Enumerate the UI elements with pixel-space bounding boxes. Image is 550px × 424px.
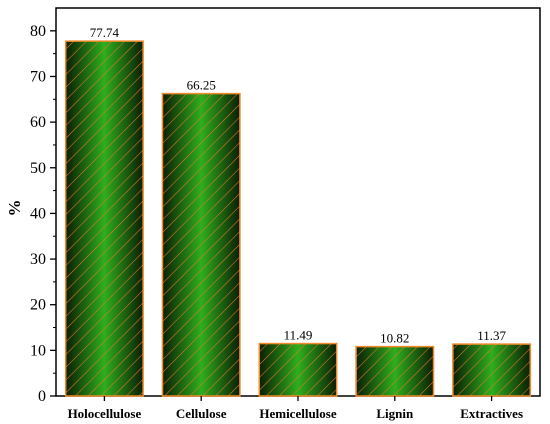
bar-hatch-extractives	[452, 343, 532, 397]
y-tick-label-20: 20	[30, 297, 46, 314]
x-tick-label-lignin: Lignin	[376, 406, 414, 421]
y-tick-label-80: 80	[30, 23, 46, 40]
data-label-holocellulose: 77.74	[90, 25, 120, 40]
bar-hatch-holocellulose	[64, 40, 144, 397]
x-tick-label-cellulose: Cellulose	[176, 406, 227, 421]
bar-hatch-hemicellulose	[258, 342, 338, 397]
y-tick-label-10: 10	[30, 342, 46, 359]
data-label-extractives: 11.37	[477, 328, 506, 343]
y-tick-label-60: 60	[30, 114, 46, 131]
y-tick-label-30: 30	[30, 251, 46, 268]
data-label-cellulose: 66.25	[187, 78, 216, 93]
x-tick-label-hemicellulose: Hemicellulose	[259, 406, 336, 421]
x-tick-label-extractives: Extractives	[460, 406, 523, 421]
bar-hatch-lignin	[355, 345, 435, 397]
y-axis-label: %	[5, 200, 24, 217]
y-tick-label-50: 50	[30, 160, 46, 177]
data-label-lignin: 10.82	[380, 331, 409, 346]
plot-area: 0 10 20 30 40 50 60 70 80 77.74 Holocellulose 66.25…	[30, 7, 541, 421]
y-tick-label-0: 0	[38, 388, 46, 405]
bar-hatch-cellulose	[161, 92, 241, 397]
y-tick-label-70: 70	[30, 68, 46, 85]
data-label-hemicellulose: 11.49	[284, 328, 313, 343]
x-tick-label-holocellulose: Holocellulose	[68, 406, 142, 421]
y-tick-label-40: 40	[30, 205, 46, 222]
